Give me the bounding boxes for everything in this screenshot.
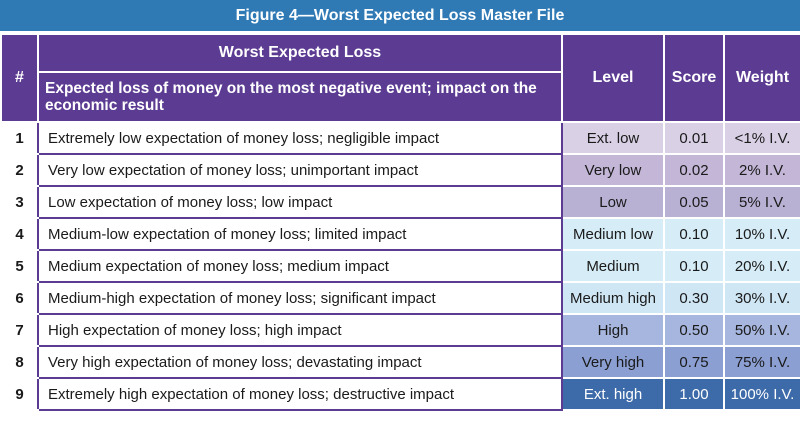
row-score: 0.10 [663, 249, 725, 283]
row-level: Medium [561, 249, 665, 283]
table-row: 2 Very low expectation of money loss; uni… [0, 153, 800, 187]
row-level: Very high [561, 345, 665, 379]
row-description: Medium-low expectation of money loss; li… [37, 217, 563, 251]
row-level: Medium low [561, 217, 665, 251]
row-score: 0.50 [663, 313, 725, 347]
header-score: Score [663, 33, 725, 123]
row-description: Extremely high expectation of money loss… [37, 377, 563, 411]
table-row: 7 High expectation of money loss; high im… [0, 313, 800, 347]
table-row: 6 Medium-high expectation of money loss; … [0, 281, 800, 315]
row-score: 1.00 [663, 377, 725, 411]
row-weight: 20% I.V. [723, 249, 800, 283]
row-level: Medium high [561, 281, 665, 315]
row-score: 0.30 [663, 281, 725, 315]
row-weight: 30% I.V. [723, 281, 800, 315]
row-description: Low expectation of money loss; low impac… [37, 185, 563, 219]
row-description: Extremely low expectation of money loss;… [37, 121, 563, 155]
row-description: Medium expectation of money loss; medium… [37, 249, 563, 283]
header-description: Expected loss of money on the most negat… [37, 71, 563, 123]
row-number: 7 [0, 313, 39, 347]
row-weight: 50% I.V. [723, 313, 800, 347]
row-description: Very low expectation of money loss; unim… [37, 153, 563, 187]
row-number: 2 [0, 153, 39, 187]
row-score: 0.10 [663, 217, 725, 251]
table-row: 5 Medium expectation of money loss; mediu… [0, 249, 800, 283]
row-weight: 2% I.V. [723, 153, 800, 187]
row-weight: 75% I.V. [723, 345, 800, 379]
row-weight: 100% I.V. [723, 377, 800, 411]
row-description: Medium-high expectation of money loss; s… [37, 281, 563, 315]
row-description: Very high expectation of money loss; dev… [37, 345, 563, 379]
figure-caption: Figure 4—Worst Expected Loss Master File [0, 0, 800, 31]
header-weight: Weight [723, 33, 800, 123]
row-score: 0.01 [663, 121, 725, 155]
table-row: 9 Extremely high expectation of money los… [0, 377, 800, 411]
row-score: 0.02 [663, 153, 725, 187]
header-title: Worst Expected Loss [37, 33, 563, 73]
row-weight: 5% I.V. [723, 185, 800, 219]
table-row: 4 Medium-low expectation of money loss; l… [0, 217, 800, 251]
row-weight: <1% I.V. [723, 121, 800, 155]
row-number: 9 [0, 377, 39, 411]
table-body: 1 Extremely low expectation of money loss… [0, 121, 800, 411]
table-row: 1 Extremely low expectation of money loss… [0, 121, 800, 155]
header-number: # [0, 33, 39, 123]
row-score: 0.05 [663, 185, 725, 219]
row-level: Ext. low [561, 121, 665, 155]
row-number: 5 [0, 249, 39, 283]
worst-expected-loss-table: # Worst Expected Loss Level Score Weight… [0, 33, 800, 411]
row-number: 8 [0, 345, 39, 379]
row-score: 0.75 [663, 345, 725, 379]
row-level: Very low [561, 153, 665, 187]
row-weight: 10% I.V. [723, 217, 800, 251]
row-number: 6 [0, 281, 39, 315]
row-number: 4 [0, 217, 39, 251]
row-description: High expectation of money loss; high imp… [37, 313, 563, 347]
header-level: Level [561, 33, 665, 123]
row-number: 3 [0, 185, 39, 219]
row-level: High [561, 313, 665, 347]
table-row: 8 Very high expectation of money loss; de… [0, 345, 800, 379]
row-number: 1 [0, 121, 39, 155]
row-level: Ext. high [561, 377, 665, 411]
table-row: 3 Low expectation of money loss; low impa… [0, 185, 800, 219]
row-level: Low [561, 185, 665, 219]
